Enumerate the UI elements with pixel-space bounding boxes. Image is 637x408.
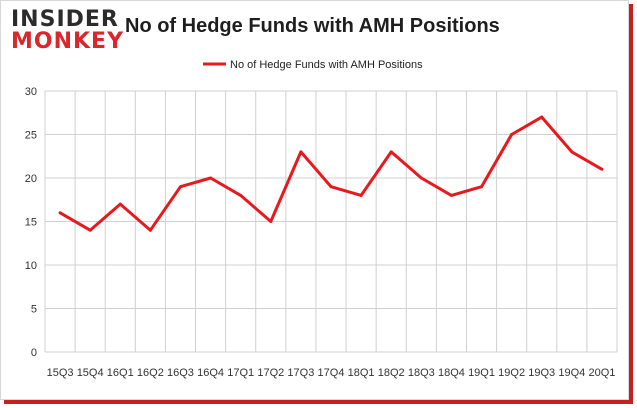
y-tick-label: 25 xyxy=(25,130,37,142)
insider-monkey-logo: INSIDER MONKEY xyxy=(11,7,125,57)
x-tick-label: 18Q1 xyxy=(348,367,375,379)
x-tick-label: 18Q4 xyxy=(438,367,465,379)
data-point xyxy=(269,220,273,223)
data-point xyxy=(419,176,423,180)
data-point xyxy=(359,193,363,197)
series-layer xyxy=(58,115,604,232)
x-tick-label: 17Q2 xyxy=(257,367,284,379)
x-tick-label: 16Q4 xyxy=(197,367,224,379)
x-tick-label: 15Q3 xyxy=(47,367,74,379)
x-tick-label: 16Q2 xyxy=(137,367,164,379)
y-tick-label: 0 xyxy=(31,347,37,359)
data-point xyxy=(209,176,213,180)
data-point xyxy=(449,193,453,197)
x-tick-label: 16Q1 xyxy=(107,367,134,379)
logo-line-insider: INSIDER xyxy=(11,7,119,32)
data-point xyxy=(510,133,514,136)
data-point xyxy=(178,185,182,189)
data-point xyxy=(480,185,484,189)
data-point xyxy=(329,185,333,189)
data-point xyxy=(148,228,152,232)
x-tick-label: 20Q1 xyxy=(588,367,615,379)
data-point xyxy=(88,228,92,232)
x-tick-label: 18Q2 xyxy=(378,367,405,379)
data-point xyxy=(58,211,62,215)
logo-line-monkey: MONKEY xyxy=(11,29,125,54)
grid-layer xyxy=(44,90,618,353)
data-point xyxy=(600,167,604,171)
data-point xyxy=(118,202,122,206)
legend: No of Hedge Funds with AMH Positions xyxy=(203,59,423,71)
x-tick-label: 18Q3 xyxy=(408,367,435,379)
x-tick-label: 17Q3 xyxy=(287,367,314,379)
x-tick-label: 15Q4 xyxy=(77,367,104,379)
y-tick-label: 30 xyxy=(25,86,37,98)
x-tick-label: 19Q4 xyxy=(558,367,585,379)
x-tick-label: 16Q3 xyxy=(167,367,194,379)
data-point xyxy=(299,150,303,154)
y-tick-label: 10 xyxy=(25,260,37,272)
y-tick-label: 20 xyxy=(25,173,37,185)
x-tick-label: 17Q4 xyxy=(318,367,345,379)
data-point xyxy=(389,150,393,154)
data-point xyxy=(239,193,243,197)
y-tick-label: 15 xyxy=(25,217,37,229)
x-tick-label: 19Q3 xyxy=(528,367,555,379)
legend-label: No of Hedge Funds with AMH Positions xyxy=(230,59,423,71)
data-point xyxy=(540,115,544,119)
x-tick-label: 17Q1 xyxy=(227,367,254,379)
x-tick-label: 19Q2 xyxy=(498,367,525,379)
y-tick-label: 5 xyxy=(31,304,37,316)
x-tick-label: 19Q1 xyxy=(468,367,495,379)
data-point xyxy=(570,150,574,154)
axis-layer: 0 5 10 15 20 25 30 15Q3 15Q4 16Q1 16Q2 16Q3 16Q4 17Q1… xyxy=(25,86,616,379)
chart-title: No of Hedge Funds with AMH Positions xyxy=(125,15,500,37)
